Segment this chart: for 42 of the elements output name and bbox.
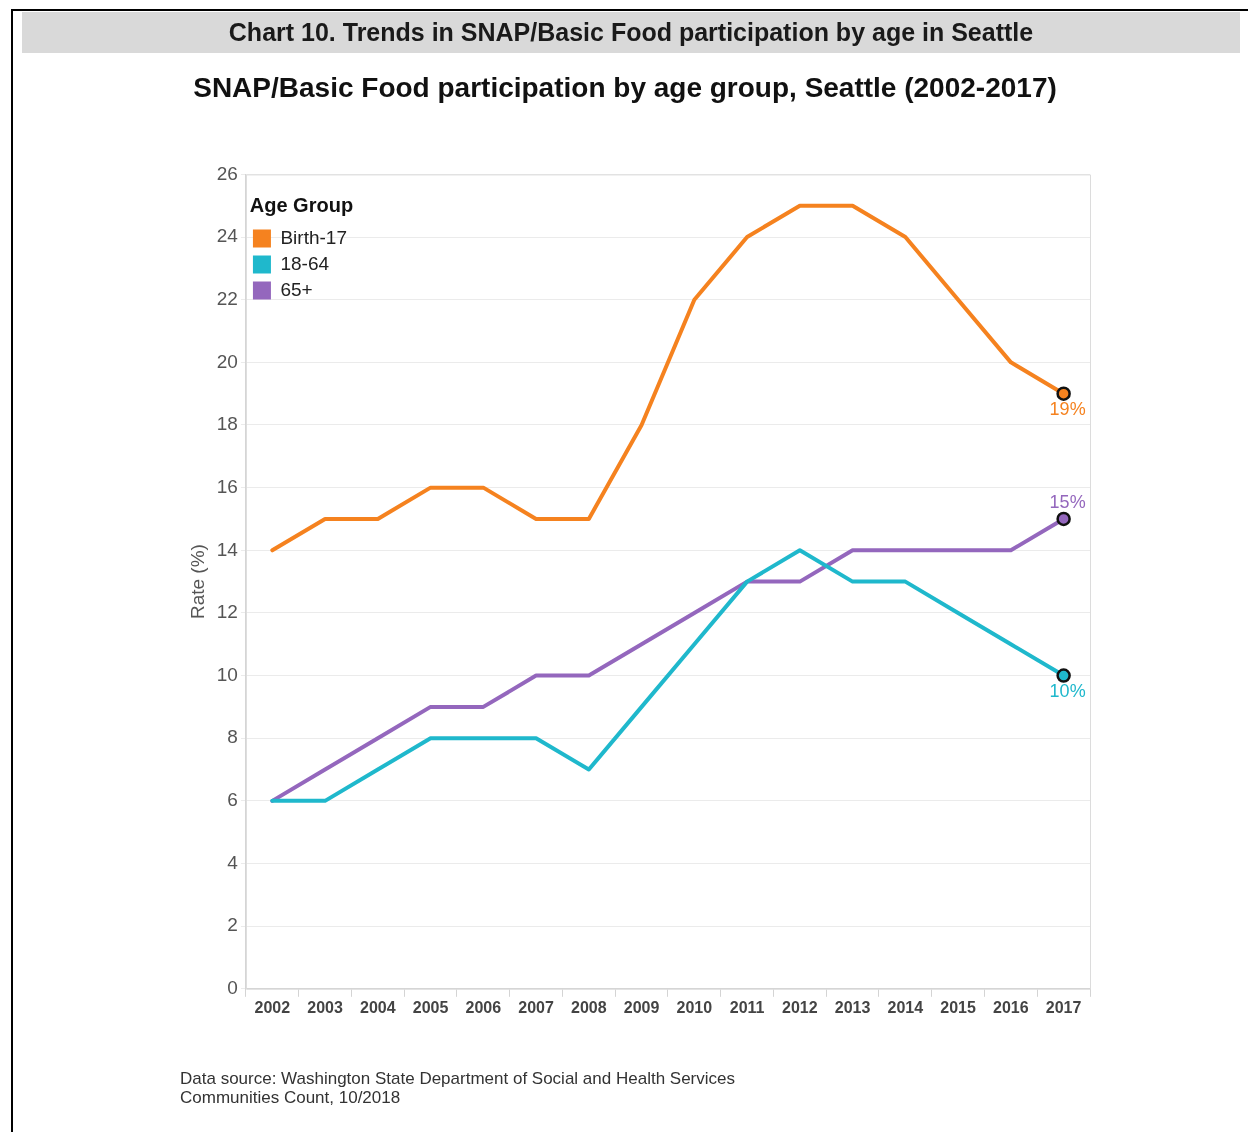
y-tick-label: 22 bbox=[216, 287, 238, 309]
y-tick-label: 20 bbox=[216, 350, 238, 372]
data-label: 19% bbox=[1049, 398, 1086, 419]
x-tick-label: 2011 bbox=[729, 998, 765, 1016]
text: Communities Count, 10/2018 bbox=[180, 1088, 402, 1107]
x-tick-label: 2010 bbox=[676, 998, 713, 1016]
y-tick-label: 10 bbox=[216, 663, 238, 685]
legend-label: 65+ bbox=[280, 278, 313, 300]
data-label: 15% bbox=[1049, 491, 1086, 512]
source-note: Data source: Washington State Department of Social and Health Services bbox=[180, 1069, 735, 1088]
y-tick-label: 6 bbox=[227, 789, 238, 811]
y-tick-label: 8 bbox=[227, 726, 238, 748]
y-axis-title: Rate (%) bbox=[186, 544, 208, 620]
data-label: 10% bbox=[1049, 680, 1086, 701]
x-tick-label: 2015 bbox=[940, 998, 977, 1016]
x-tick-label: 2002 bbox=[254, 998, 291, 1016]
legend-label: 18-64 bbox=[280, 252, 330, 274]
x-tick-label: 2007 bbox=[518, 998, 554, 1016]
y-tick-label: 4 bbox=[227, 851, 239, 873]
x-tick-label: 2013 bbox=[834, 998, 871, 1016]
x-tick-label: 2004 bbox=[360, 998, 396, 1016]
y-tick-label: 12 bbox=[216, 601, 238, 623]
y-tick-label: 24 bbox=[216, 225, 239, 247]
y-tick-label: 14 bbox=[216, 538, 239, 560]
x-tick-label: 2008 bbox=[571, 998, 607, 1016]
chart-title: Chart 10. Trends in SNAP/Basic Food participation by age in Seattle bbox=[22, 12, 1240, 53]
x-tick-label: 2003 bbox=[307, 998, 343, 1016]
y-tick-label: 16 bbox=[216, 475, 238, 497]
x-tick-label: 2017 bbox=[1045, 998, 1082, 1016]
x-tick-label: 2012 bbox=[782, 998, 818, 1016]
y-tick-label: 2 bbox=[227, 914, 238, 936]
y-tick-label: 26 bbox=[216, 162, 238, 184]
legend-label: Birth-17 bbox=[280, 226, 347, 248]
y-tick-label: 0 bbox=[227, 977, 238, 999]
x-tick-label: 2016 bbox=[993, 998, 1029, 1016]
x-tick-label: 2009 bbox=[623, 998, 660, 1016]
x-tick-label: 2006 bbox=[465, 998, 502, 1016]
x-tick-label: 2014 bbox=[887, 998, 924, 1016]
legend-title: Age Group bbox=[249, 193, 354, 216]
x-tick-label: 2005 bbox=[412, 998, 449, 1016]
chart-subtitle: SNAP/Basic Food participation by age group, Seattle (2002-2017) bbox=[192, 72, 1058, 104]
y-tick-label: 18 bbox=[216, 413, 238, 435]
